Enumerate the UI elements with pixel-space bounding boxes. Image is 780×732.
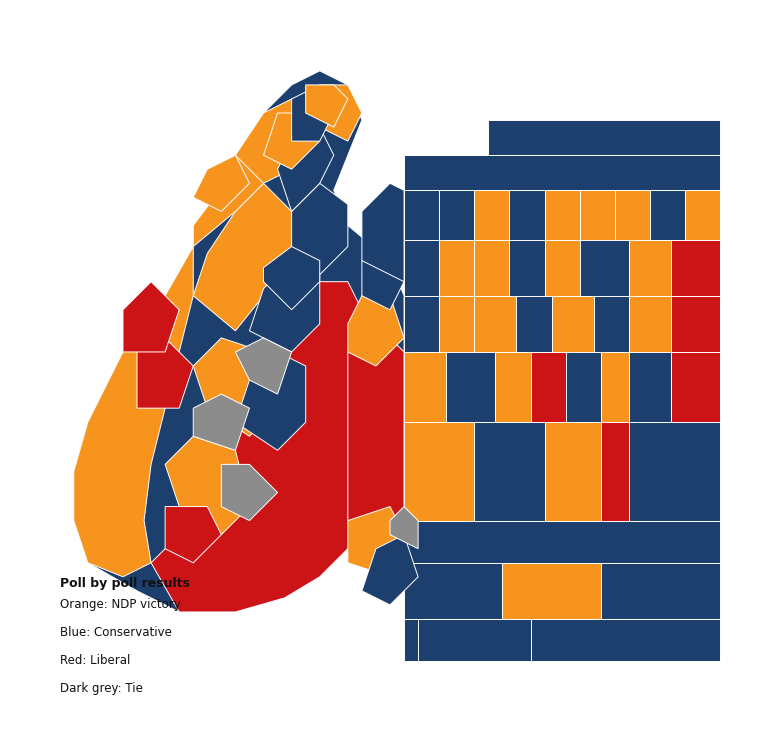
Polygon shape [320,85,362,141]
Polygon shape [544,239,580,296]
Text: Dark grey: Tie: Dark grey: Tie [60,682,143,695]
Text: Orange: NDP victory: Orange: NDP victory [60,598,180,611]
Polygon shape [418,619,530,661]
Polygon shape [348,324,404,520]
Polygon shape [165,436,250,534]
Polygon shape [74,247,193,577]
Polygon shape [236,99,306,183]
Polygon shape [292,85,334,141]
Polygon shape [236,352,306,450]
Polygon shape [137,338,193,408]
Polygon shape [278,127,334,212]
Polygon shape [580,190,615,239]
Polygon shape [530,352,566,422]
Polygon shape [404,352,446,422]
Polygon shape [474,190,509,239]
Polygon shape [306,85,348,127]
Polygon shape [404,296,629,422]
Polygon shape [439,239,474,296]
Polygon shape [488,190,720,296]
Polygon shape [193,155,264,247]
Polygon shape [404,422,629,520]
Polygon shape [404,296,488,352]
Polygon shape [404,239,439,296]
Polygon shape [264,113,320,169]
Polygon shape [222,464,278,520]
Polygon shape [594,296,629,352]
Polygon shape [165,507,222,563]
Polygon shape [601,352,629,422]
Polygon shape [404,190,439,239]
Polygon shape [439,296,474,352]
Polygon shape [123,282,179,352]
Polygon shape [551,296,594,352]
Polygon shape [671,239,720,296]
Polygon shape [404,520,720,619]
Polygon shape [488,120,720,155]
Polygon shape [74,71,404,612]
Polygon shape [362,183,404,282]
Polygon shape [474,239,509,296]
Polygon shape [193,338,278,436]
Polygon shape [348,507,404,577]
Polygon shape [404,296,439,352]
Polygon shape [193,394,250,450]
Polygon shape [495,352,530,422]
Polygon shape [292,183,348,274]
Text: Poll by poll results: Poll by poll results [60,577,190,590]
Polygon shape [615,190,650,239]
Polygon shape [580,239,629,296]
Polygon shape [348,296,404,366]
Polygon shape [390,507,418,549]
Polygon shape [446,352,495,422]
Polygon shape [544,190,580,239]
Polygon shape [250,261,320,352]
Polygon shape [404,422,474,520]
Polygon shape [629,239,671,296]
Polygon shape [151,282,376,612]
Polygon shape [362,534,418,605]
Polygon shape [502,563,601,619]
Polygon shape [671,296,720,352]
Polygon shape [629,352,671,422]
Polygon shape [601,563,720,619]
Polygon shape [650,190,685,239]
Polygon shape [629,296,671,352]
Polygon shape [404,190,720,661]
Polygon shape [671,352,720,422]
Polygon shape [404,563,502,619]
Polygon shape [685,190,720,239]
Polygon shape [404,155,720,190]
Polygon shape [236,338,292,394]
Polygon shape [474,296,516,352]
Polygon shape [439,190,474,239]
Polygon shape [362,253,404,310]
Polygon shape [601,422,629,520]
Polygon shape [544,422,601,520]
Text: Blue: Conservative: Blue: Conservative [60,626,172,639]
Polygon shape [193,183,292,331]
Text: Red: Liberal: Red: Liberal [60,654,130,667]
Polygon shape [193,155,250,212]
Polygon shape [474,422,544,520]
Polygon shape [509,190,544,239]
Polygon shape [566,352,601,422]
Polygon shape [264,247,320,310]
Polygon shape [629,422,720,520]
Polygon shape [509,239,544,296]
Polygon shape [516,296,551,352]
